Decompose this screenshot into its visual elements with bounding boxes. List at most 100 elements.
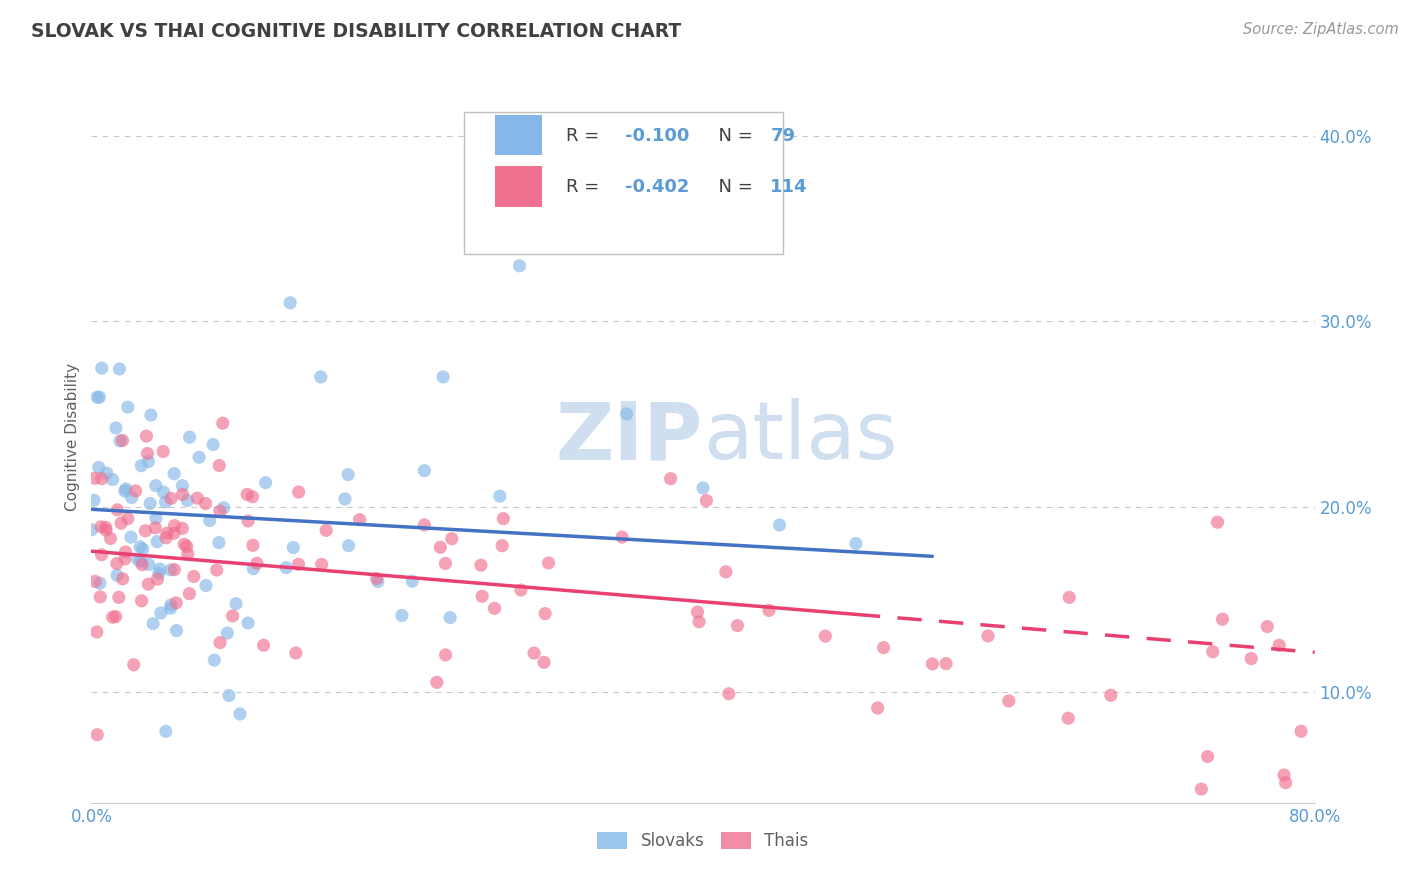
Point <box>845 536 868 550</box>
Point <box>278 295 301 310</box>
Point <box>537 556 560 570</box>
Point <box>534 607 557 621</box>
Point <box>491 539 513 553</box>
Point <box>276 560 298 574</box>
Point <box>89 576 111 591</box>
Point <box>134 524 156 538</box>
Point <box>131 558 153 572</box>
Text: 114: 114 <box>770 178 808 196</box>
Point <box>533 656 555 670</box>
Point <box>83 471 105 485</box>
Point <box>440 532 463 546</box>
Point <box>117 511 139 525</box>
Bar <box>495 167 541 207</box>
Point <box>208 535 231 549</box>
Point <box>977 629 1000 643</box>
Point <box>115 482 138 496</box>
Point <box>413 518 436 533</box>
Point <box>717 687 740 701</box>
Point <box>165 596 187 610</box>
Point <box>160 491 183 506</box>
Point <box>114 552 136 566</box>
Point <box>1289 724 1312 739</box>
Text: -0.402: -0.402 <box>624 178 689 196</box>
Point <box>998 694 1021 708</box>
Point <box>484 601 506 615</box>
Point <box>367 574 389 589</box>
Point <box>391 608 413 623</box>
Point <box>1206 515 1229 529</box>
Point <box>129 554 152 568</box>
Point <box>252 638 274 652</box>
Y-axis label: Cognitive Disability: Cognitive Disability <box>65 363 80 511</box>
Point <box>616 407 638 421</box>
Point <box>172 478 194 492</box>
Point <box>105 503 128 517</box>
Point <box>211 416 233 430</box>
Point <box>1272 768 1295 782</box>
Point <box>90 472 112 486</box>
Point <box>89 390 111 404</box>
Point <box>1057 711 1080 725</box>
Point <box>311 558 333 572</box>
Point <box>236 487 259 501</box>
Text: Source: ZipAtlas.com: Source: ZipAtlas.com <box>1243 22 1399 37</box>
Point <box>872 640 894 655</box>
Point <box>236 615 259 630</box>
Point <box>413 464 436 478</box>
Point <box>155 495 177 509</box>
Point <box>254 475 277 490</box>
Point <box>135 429 157 443</box>
Point <box>100 532 122 546</box>
Point <box>173 537 195 551</box>
Point <box>80 523 103 537</box>
Point <box>935 657 957 671</box>
Point <box>246 556 269 570</box>
Point <box>429 541 451 555</box>
Point <box>94 520 117 534</box>
Point <box>155 724 177 739</box>
Point <box>117 400 139 414</box>
Point <box>90 361 112 376</box>
Point <box>509 259 531 273</box>
Point <box>509 582 531 597</box>
Point <box>163 518 186 533</box>
Point <box>610 530 633 544</box>
Text: R =: R = <box>567 127 605 145</box>
Point <box>104 421 127 435</box>
Point <box>217 626 239 640</box>
Point <box>287 485 309 500</box>
Point <box>221 609 243 624</box>
Point <box>1274 775 1296 789</box>
Point <box>111 572 134 586</box>
Point <box>163 563 186 577</box>
Point <box>1197 749 1219 764</box>
Point <box>209 635 232 649</box>
Point <box>114 483 136 498</box>
Point <box>146 572 169 586</box>
Point <box>242 490 264 504</box>
Point <box>434 648 457 662</box>
Point <box>163 467 186 481</box>
Point <box>432 370 454 384</box>
Point <box>337 467 360 482</box>
Text: N =: N = <box>707 127 758 145</box>
Point <box>1059 591 1081 605</box>
Point <box>242 562 264 576</box>
Point <box>146 534 169 549</box>
Point <box>105 557 128 571</box>
Point <box>236 514 259 528</box>
Point <box>152 485 174 500</box>
Point <box>83 493 105 508</box>
Point <box>132 542 155 557</box>
Point <box>242 538 264 552</box>
Point <box>229 706 252 721</box>
Point <box>108 591 131 605</box>
Point <box>471 589 494 603</box>
Text: atlas: atlas <box>703 398 897 476</box>
Point <box>122 657 145 672</box>
Point <box>114 545 136 559</box>
Point <box>172 487 194 501</box>
Point <box>90 520 112 534</box>
Point <box>205 563 228 577</box>
